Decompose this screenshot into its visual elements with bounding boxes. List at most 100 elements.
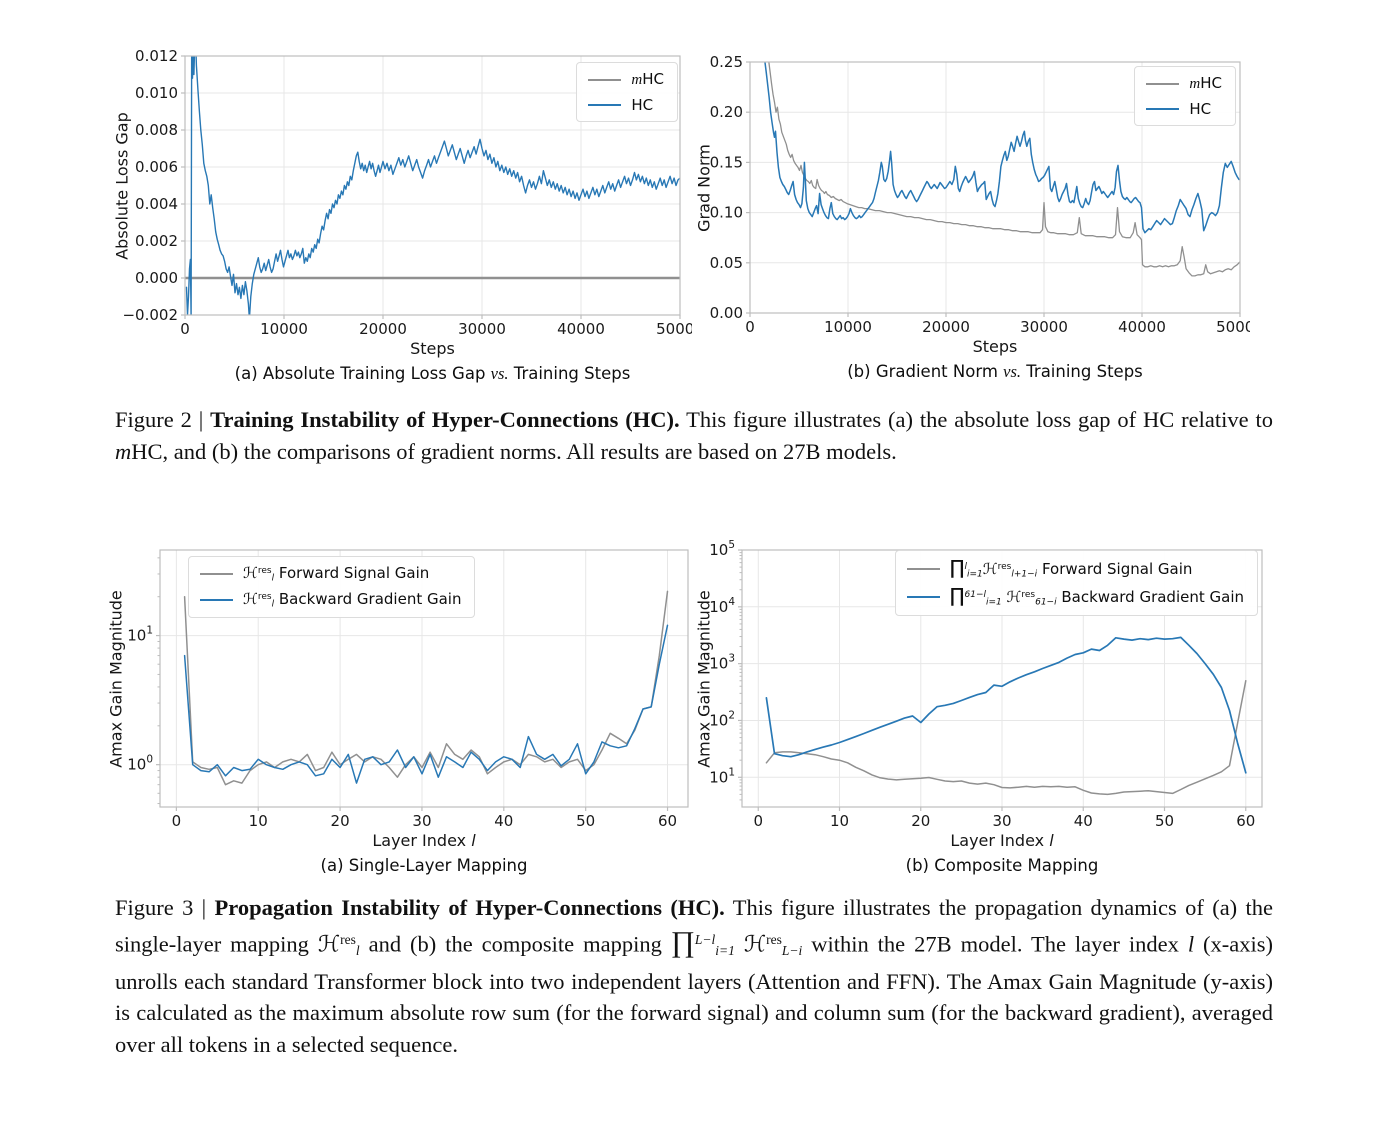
fig3b-legend: ∏li=1ℋresl+1−i Forward Signal Gain ∏61−l… [894,550,1258,616]
svg-text:100: 100 [127,754,153,774]
forward-signal-gain-line [183,590,669,786]
tick-marks-and-labels: 0 10 20 30 40 50 60 100 101 [127,557,677,830]
svg-text:20: 20 [911,812,930,830]
plot-frame [184,55,681,316]
legend-item-mhc: mHC [1146,74,1222,93]
svg-text:50: 50 [576,812,595,830]
svg-text:0.20: 0.20 [710,103,743,121]
plot-frame [159,549,689,808]
svg-text:20: 20 [331,812,350,830]
svg-text:0: 0 [172,812,182,830]
mhc-line-swatch [1146,82,1180,85]
legend-label-mhc: mHC [631,70,664,88]
fig3a-plot-svg: 0 10 20 30 40 50 60 100 101 [127,549,689,830]
svg-text:0.012: 0.012 [135,47,178,65]
svg-text:20000: 20000 [922,318,970,336]
fig3b-y-axis-label: Amax Gain Magnitude [694,589,714,768]
svg-text:10000: 10000 [824,318,872,336]
legend-label-forward-gain: ℋresl Forward Signal Gain [243,564,430,584]
svg-text:105: 105 [709,540,735,559]
fig2b-x-axis-label: Steps [972,337,1018,356]
composite-backward-gain-line-swatch [906,595,940,598]
fig2a-subcaption: (a) Absolute Training Loss Gap vs. Train… [234,364,631,383]
fig2b-subcaption: (b) Gradient Norm vs. Training Steps [847,362,1143,381]
svg-text:30: 30 [992,812,1011,830]
composite-backward-gradient-gain-line [765,636,1247,774]
svg-text:30: 30 [412,812,431,830]
svg-text:0.15: 0.15 [710,153,743,171]
legend-item-composite-backward-gain: ∏61−li=1 ℋres61−i Backward Gradient Gain [906,584,1244,608]
plot-frame [749,61,1241,314]
composite-forward-gain-line-swatch [906,567,940,570]
legend-item-backward-gain: ℋresl Backward Gradient Gain [200,590,462,610]
svg-text:40: 40 [494,812,513,830]
svg-text:0.00: 0.00 [710,304,743,322]
fig3a-subcaption: (a) Single-Layer Mapping [320,856,528,875]
fig3a-legend: ℋresl Forward Signal Gain ℋresl Backward… [188,556,476,618]
mhc-line [768,62,1240,277]
fig3a-single-layer-mapping-chart: 0 10 20 30 40 50 60 100 101 Amax Gain Magnitude … [88,540,692,880]
svg-text:0.008: 0.008 [135,121,178,139]
svg-text:10: 10 [830,812,849,830]
backward-gradient-gain-line [183,624,669,784]
legend-item-hc: HC [588,96,664,114]
svg-text:60: 60 [1236,812,1255,830]
svg-text:50: 50 [1155,812,1174,830]
svg-text:30000: 30000 [458,320,506,338]
series-lines [764,62,1240,277]
svg-text:101: 101 [709,766,735,786]
svg-text:0.25: 0.25 [710,53,743,71]
svg-text:0.010: 0.010 [135,84,178,102]
legend-item-mhc: mHC [588,70,664,89]
svg-text:10000: 10000 [260,320,308,338]
svg-text:−0.002: −0.002 [122,306,178,324]
series-lines [185,56,680,315]
svg-text:10: 10 [249,812,268,830]
figure2-caption: Figure 2 | Training Instability of Hyper… [115,407,1273,464]
svg-text:30000: 30000 [1020,318,1068,336]
fig2b-y-axis-label: Grad Norm [694,143,714,232]
fig2a-legend: mHC HC [576,62,678,122]
forward-gain-line-swatch [200,572,233,575]
legend-label-mhc: mHC [1189,74,1222,92]
fig2a-x-axis-label: Steps [410,339,455,358]
legend-label-hc: HC [1189,100,1212,118]
svg-text:0.004: 0.004 [135,195,178,213]
svg-text:60: 60 [658,812,677,830]
svg-text:0.002: 0.002 [135,232,178,250]
svg-text:0.006: 0.006 [135,158,178,176]
series-lines [765,636,1247,796]
fig2b-legend: mHC HC [1134,66,1236,126]
legend-item-forward-gain: ℋresl Forward Signal Gain [200,564,461,583]
svg-text:0: 0 [753,812,763,830]
svg-text:40: 40 [1074,812,1093,830]
backward-gain-line-swatch [200,598,233,601]
svg-text:20000: 20000 [359,320,407,338]
mhc-line-swatch [588,78,622,81]
legend-item-hc: HC [1146,100,1222,118]
svg-text:0.10: 0.10 [710,204,743,222]
fig3a-x-axis-label: Layer Index l [372,831,476,850]
svg-text:0.05: 0.05 [710,254,743,272]
legend-item-composite-forward-gain: ∏li=1ℋresl+1−i Forward Signal Gain [906,558,1244,579]
legend-label-hc: HC [631,96,654,114]
hc-line-swatch [588,104,622,106]
figure3-caption: Figure 3 | Propagation Instability of Hy… [115,895,1274,1057]
legend-label-composite-backward-gain: ∏61−li=1 ℋres61−i Backward Gradient Gain [949,584,1244,608]
fig2a-y-axis-label: Absolute Loss Gap [112,111,132,260]
hc-line [185,56,680,315]
fig3b-composite-mapping-chart: 0 10 20 30 40 50 60 101 102 103 104 105 Amax Gain M… [692,540,1270,880]
composite-forward-signal-gain-line [765,679,1247,796]
series-lines [183,590,669,786]
svg-text:0.000: 0.000 [135,269,178,287]
svg-text:0: 0 [180,320,190,338]
hc-line-swatch [1146,108,1180,110]
legend-label-backward-gain: ℋresl Backward Gradient Gain [243,590,462,610]
